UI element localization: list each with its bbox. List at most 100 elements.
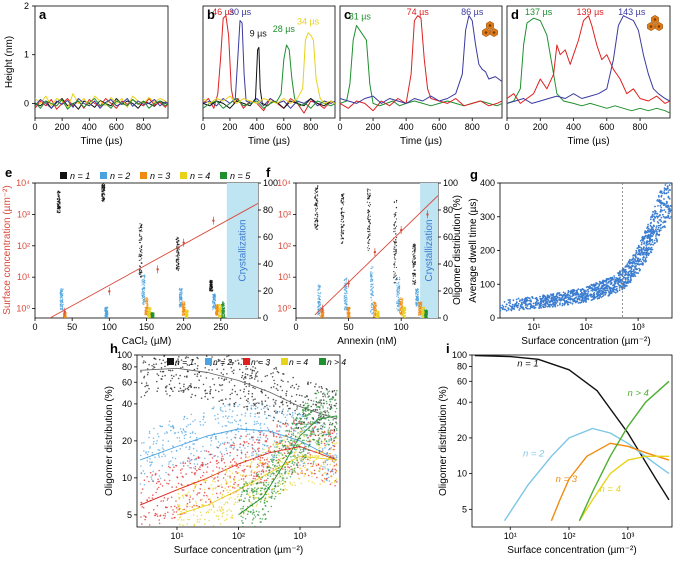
dwell-point [657, 222, 660, 224]
cluster-point [103, 200, 105, 202]
cluster-point [394, 264, 396, 266]
cluster-point [214, 295, 216, 297]
band-point [244, 380, 246, 383]
cluster-point [181, 314, 183, 316]
dwell-point [662, 221, 664, 224]
cluster-point [222, 304, 224, 306]
dwell-point [655, 227, 658, 229]
trace-green [35, 98, 168, 110]
cluster-point [138, 229, 140, 231]
cluster-point [397, 310, 399, 312]
cluster-point [396, 308, 398, 310]
cluster-point [322, 309, 324, 311]
plot-frame-c [339, 5, 503, 119]
dwell-point [500, 309, 502, 312]
band-point [266, 404, 268, 407]
cluster-point [418, 303, 420, 305]
cluster-point [101, 189, 103, 191]
band-point [140, 370, 142, 373]
cluster-point [395, 252, 397, 254]
dwell-point [581, 292, 584, 295]
dwell-time-label: 28 µs [273, 24, 296, 34]
dwell-point [610, 289, 612, 292]
cluster-point [405, 307, 407, 309]
dwell-point [527, 303, 529, 306]
cluster-point [403, 308, 405, 310]
oligomer-cluster [138, 223, 143, 278]
cluster-point [321, 314, 323, 316]
cluster-point [58, 196, 60, 199]
cluster-point [395, 274, 397, 276]
cluster-point [179, 292, 181, 294]
cluster-point [180, 303, 182, 306]
cluster-point [104, 314, 106, 316]
band-point [206, 392, 208, 395]
y-tick-label-left: 10² [17, 241, 30, 251]
oligomer-cluster [399, 297, 404, 316]
dwell-point [539, 300, 542, 303]
y-tick-label-left: 10⁰ [16, 304, 30, 314]
cluster-point [345, 300, 347, 302]
dwell-point [592, 284, 595, 287]
cluster-point [343, 308, 346, 310]
band-point [253, 370, 255, 372]
dwell-point [570, 289, 573, 292]
cluster-point [371, 267, 373, 270]
cluster-point [316, 206, 318, 208]
cluster-point [58, 198, 60, 200]
cluster-point [60, 304, 62, 306]
cluster-point [143, 283, 145, 286]
dwell-point [571, 291, 573, 293]
dwell-point [532, 297, 534, 299]
dwell-point [645, 244, 647, 247]
dwell-point [652, 243, 654, 246]
dwell-point [617, 283, 620, 286]
cluster-point [399, 309, 401, 311]
cluster-point [394, 241, 396, 244]
x-tick-label: 0 [337, 122, 342, 132]
dwell-point [592, 296, 595, 298]
cluster-point [138, 273, 140, 276]
cluster-point [398, 291, 400, 293]
band-point [324, 411, 327, 414]
cluster-point [366, 188, 368, 190]
cluster-point [153, 312, 155, 314]
x-axis-label: CaCl₂ (µM) [122, 336, 172, 347]
plot-frame-b [202, 5, 336, 119]
cluster-point [396, 277, 398, 279]
band-point [231, 370, 233, 373]
cluster-point [371, 293, 373, 295]
cluster-point [59, 209, 61, 211]
cluster-point [322, 310, 324, 312]
y-tick-label: 2 [24, 1, 29, 11]
cluster-point [209, 279, 211, 281]
cluster-point [376, 316, 378, 318]
band-point [250, 368, 252, 371]
cluster-point [321, 316, 323, 318]
cluster-point [140, 273, 142, 275]
cluster-point [375, 303, 377, 305]
cluster-point [146, 299, 148, 301]
dwell-point [668, 198, 671, 200]
band-point [207, 398, 209, 401]
dwell-point [591, 289, 594, 292]
cluster-point [217, 307, 219, 309]
cluster-point [314, 192, 316, 194]
cluster-point [140, 255, 142, 257]
cluster-point [340, 199, 342, 201]
dwell-point [630, 279, 632, 282]
cluster-point [185, 312, 187, 314]
x-axis-label: Time (µs) [80, 136, 122, 147]
band-point [194, 362, 196, 365]
cluster-point [316, 228, 318, 230]
dwell-point [614, 278, 617, 281]
cluster-point [181, 297, 183, 299]
cluster-point [369, 238, 371, 241]
cluster-point [342, 238, 344, 240]
dwell-point [639, 263, 641, 266]
cluster-point [318, 308, 320, 310]
x-tick-label: 150 [139, 322, 154, 332]
band-point [189, 349, 191, 351]
dwell-point [642, 263, 644, 265]
cluster-point [139, 233, 141, 235]
